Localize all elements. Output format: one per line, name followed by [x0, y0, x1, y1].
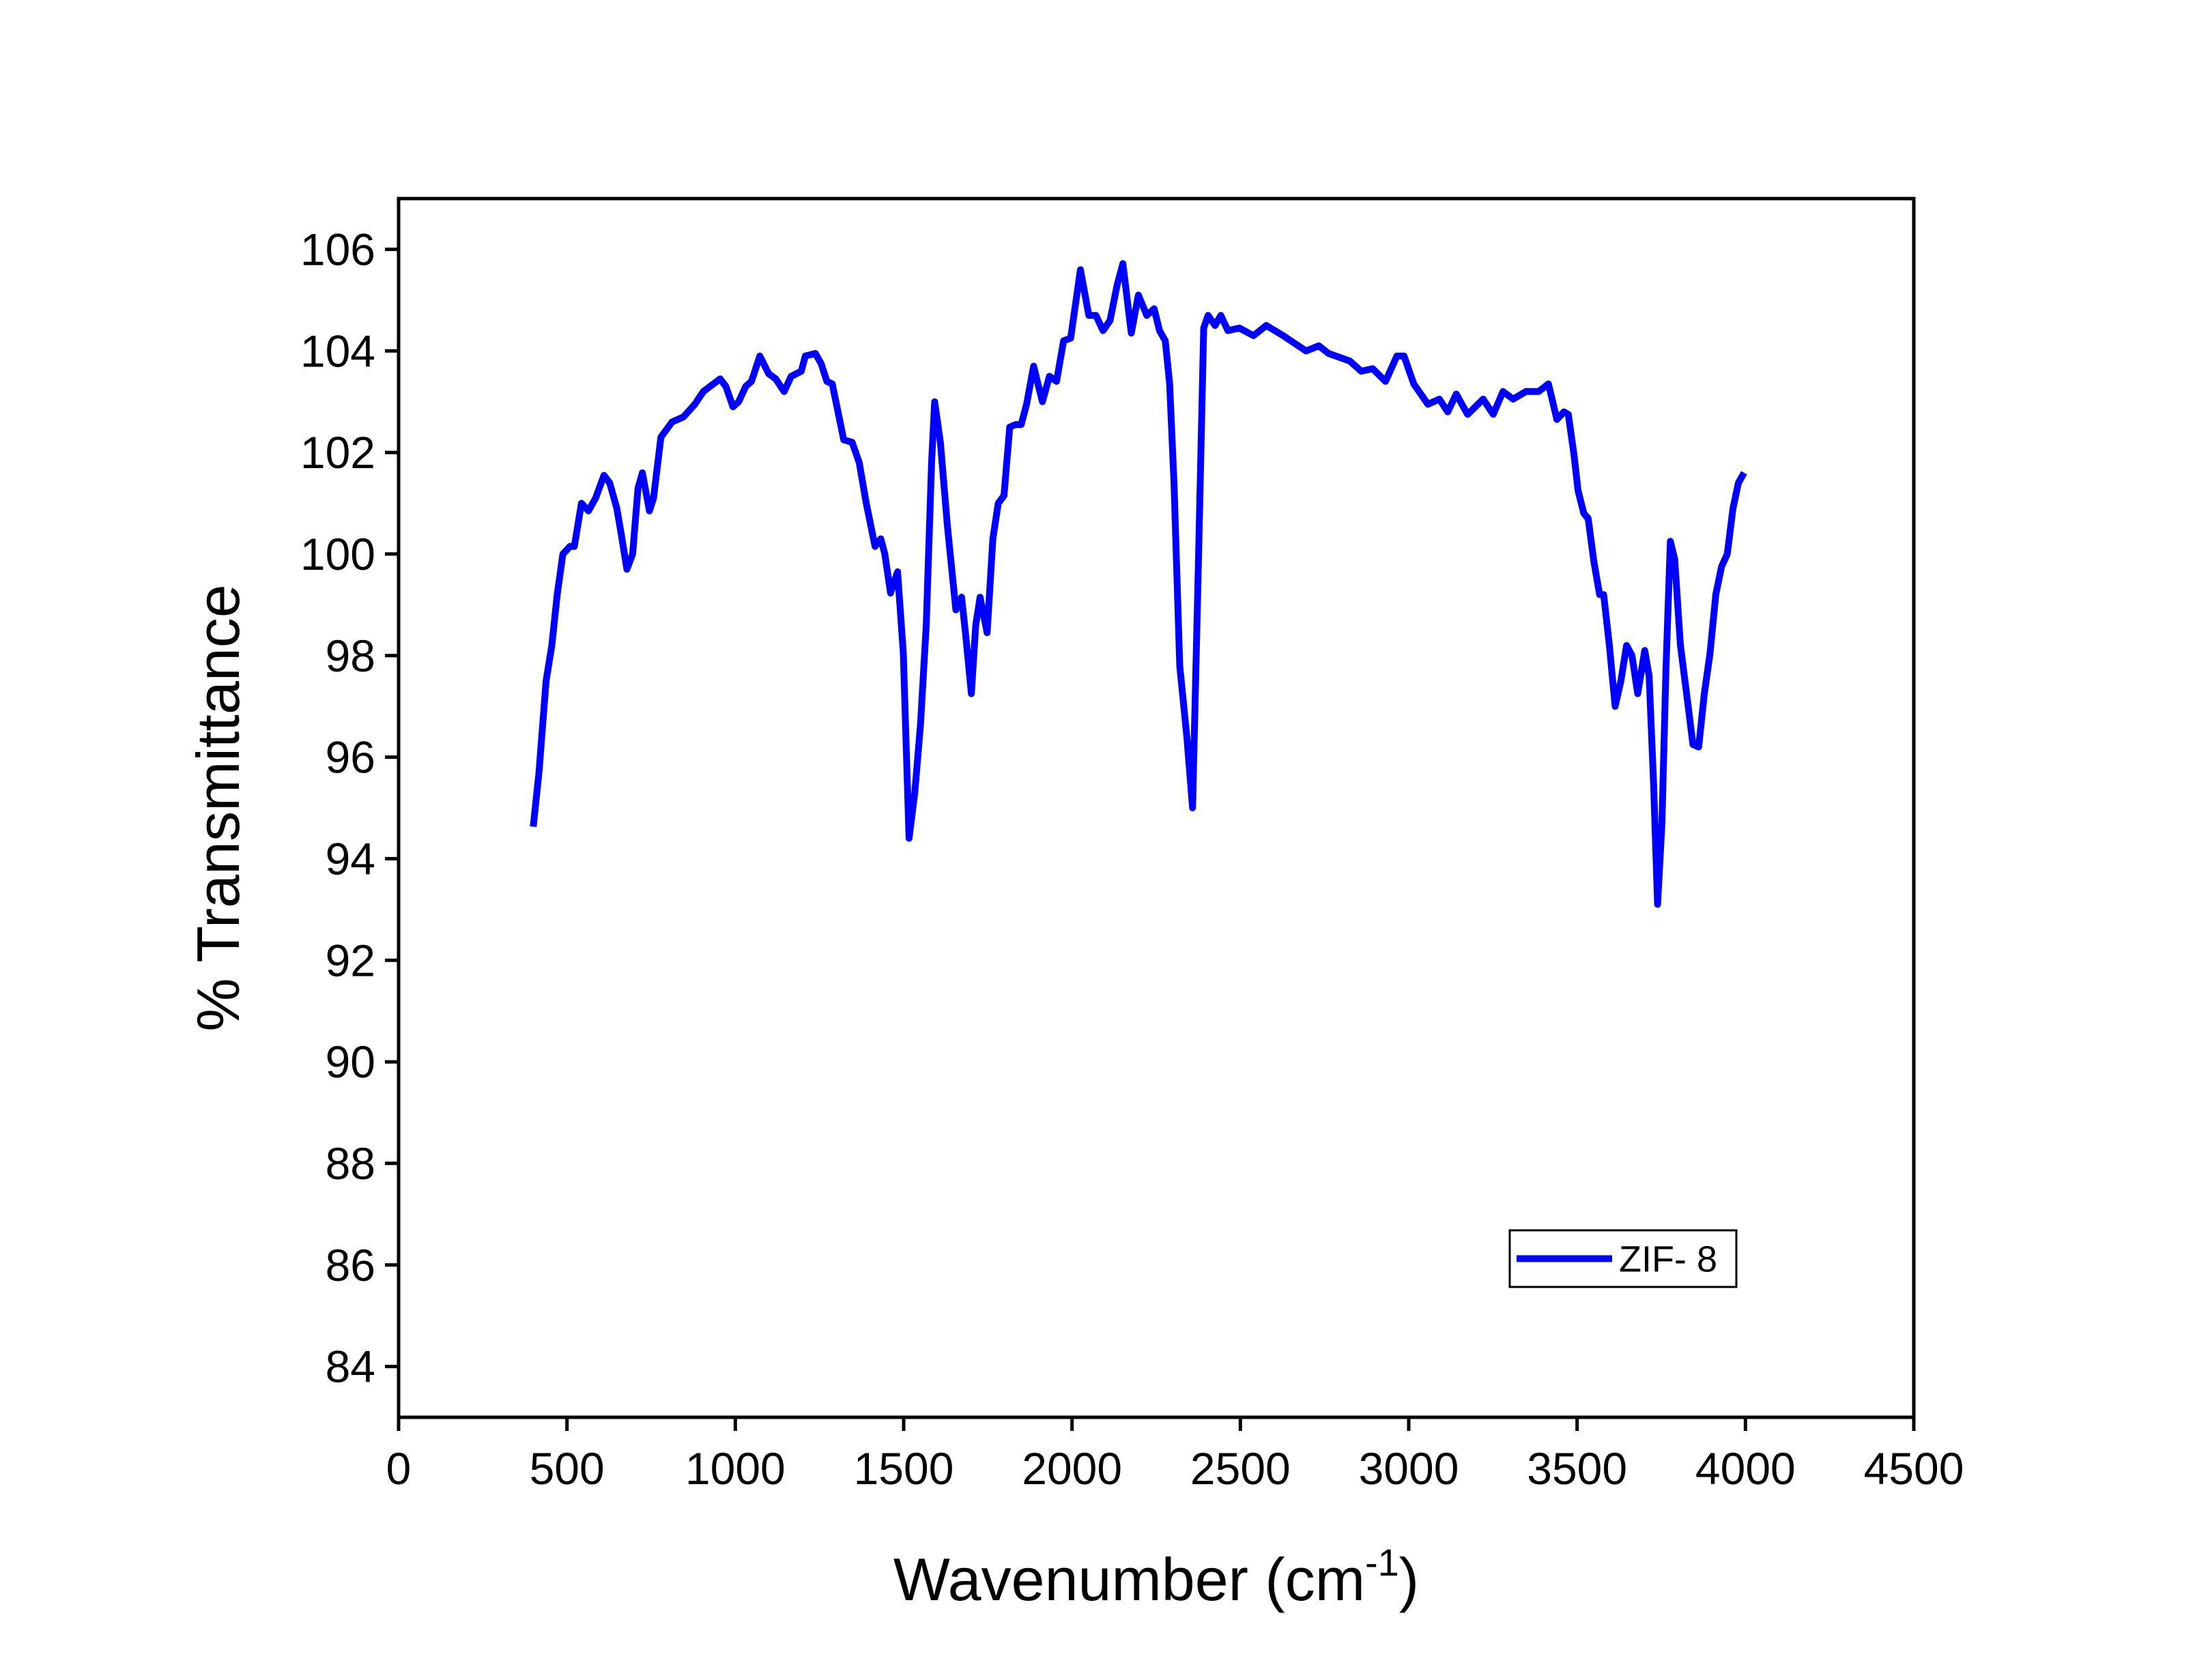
- x-tick-label: 3000: [1359, 1443, 1459, 1494]
- x-tick-label: 1500: [854, 1443, 954, 1494]
- data-line: [530, 260, 1747, 908]
- y-axis-title: % Transmittance: [184, 584, 252, 1031]
- y-tick-label: 92: [326, 935, 375, 985]
- x-tick-label: 500: [530, 1443, 605, 1494]
- y-tick-label: 86: [326, 1240, 375, 1290]
- y-tick-label: 88: [326, 1138, 375, 1189]
- x-axis-title-text: Wavenumber (cm: [893, 1546, 1365, 1613]
- y-tick-label: 106: [300, 224, 375, 274]
- plot-frame: [397, 197, 1916, 1419]
- x-axis-title: Wavenumber (cm-1): [893, 1541, 1419, 1613]
- y-tick-label: 98: [326, 631, 375, 681]
- x-tick-label: 0: [386, 1443, 412, 1494]
- x-tick-label: 1000: [685, 1443, 786, 1494]
- legend: ZIF- 8: [1508, 1229, 1738, 1288]
- x-tick-label: 4000: [1695, 1443, 1796, 1494]
- y-tick-label: 84: [326, 1342, 375, 1392]
- y-tick-label: 102: [300, 427, 375, 478]
- x-tick-label: 2500: [1190, 1443, 1291, 1494]
- x-axis-title-sup: -1: [1365, 1541, 1399, 1584]
- x-axis-title-end: ): [1399, 1546, 1419, 1613]
- y-tick-label: 96: [326, 732, 375, 783]
- x-tick-label: 3500: [1527, 1443, 1627, 1494]
- y-tick-label: 100: [300, 529, 375, 579]
- y-tick-label: 94: [326, 833, 375, 884]
- y-tick-label: 104: [300, 325, 375, 376]
- legend-label: ZIF- 8: [1619, 1239, 1717, 1280]
- x-tick-label: 4500: [1864, 1443, 1964, 1494]
- y-tick-label: 90: [326, 1037, 375, 1087]
- x-tick-label: 2000: [1022, 1443, 1122, 1494]
